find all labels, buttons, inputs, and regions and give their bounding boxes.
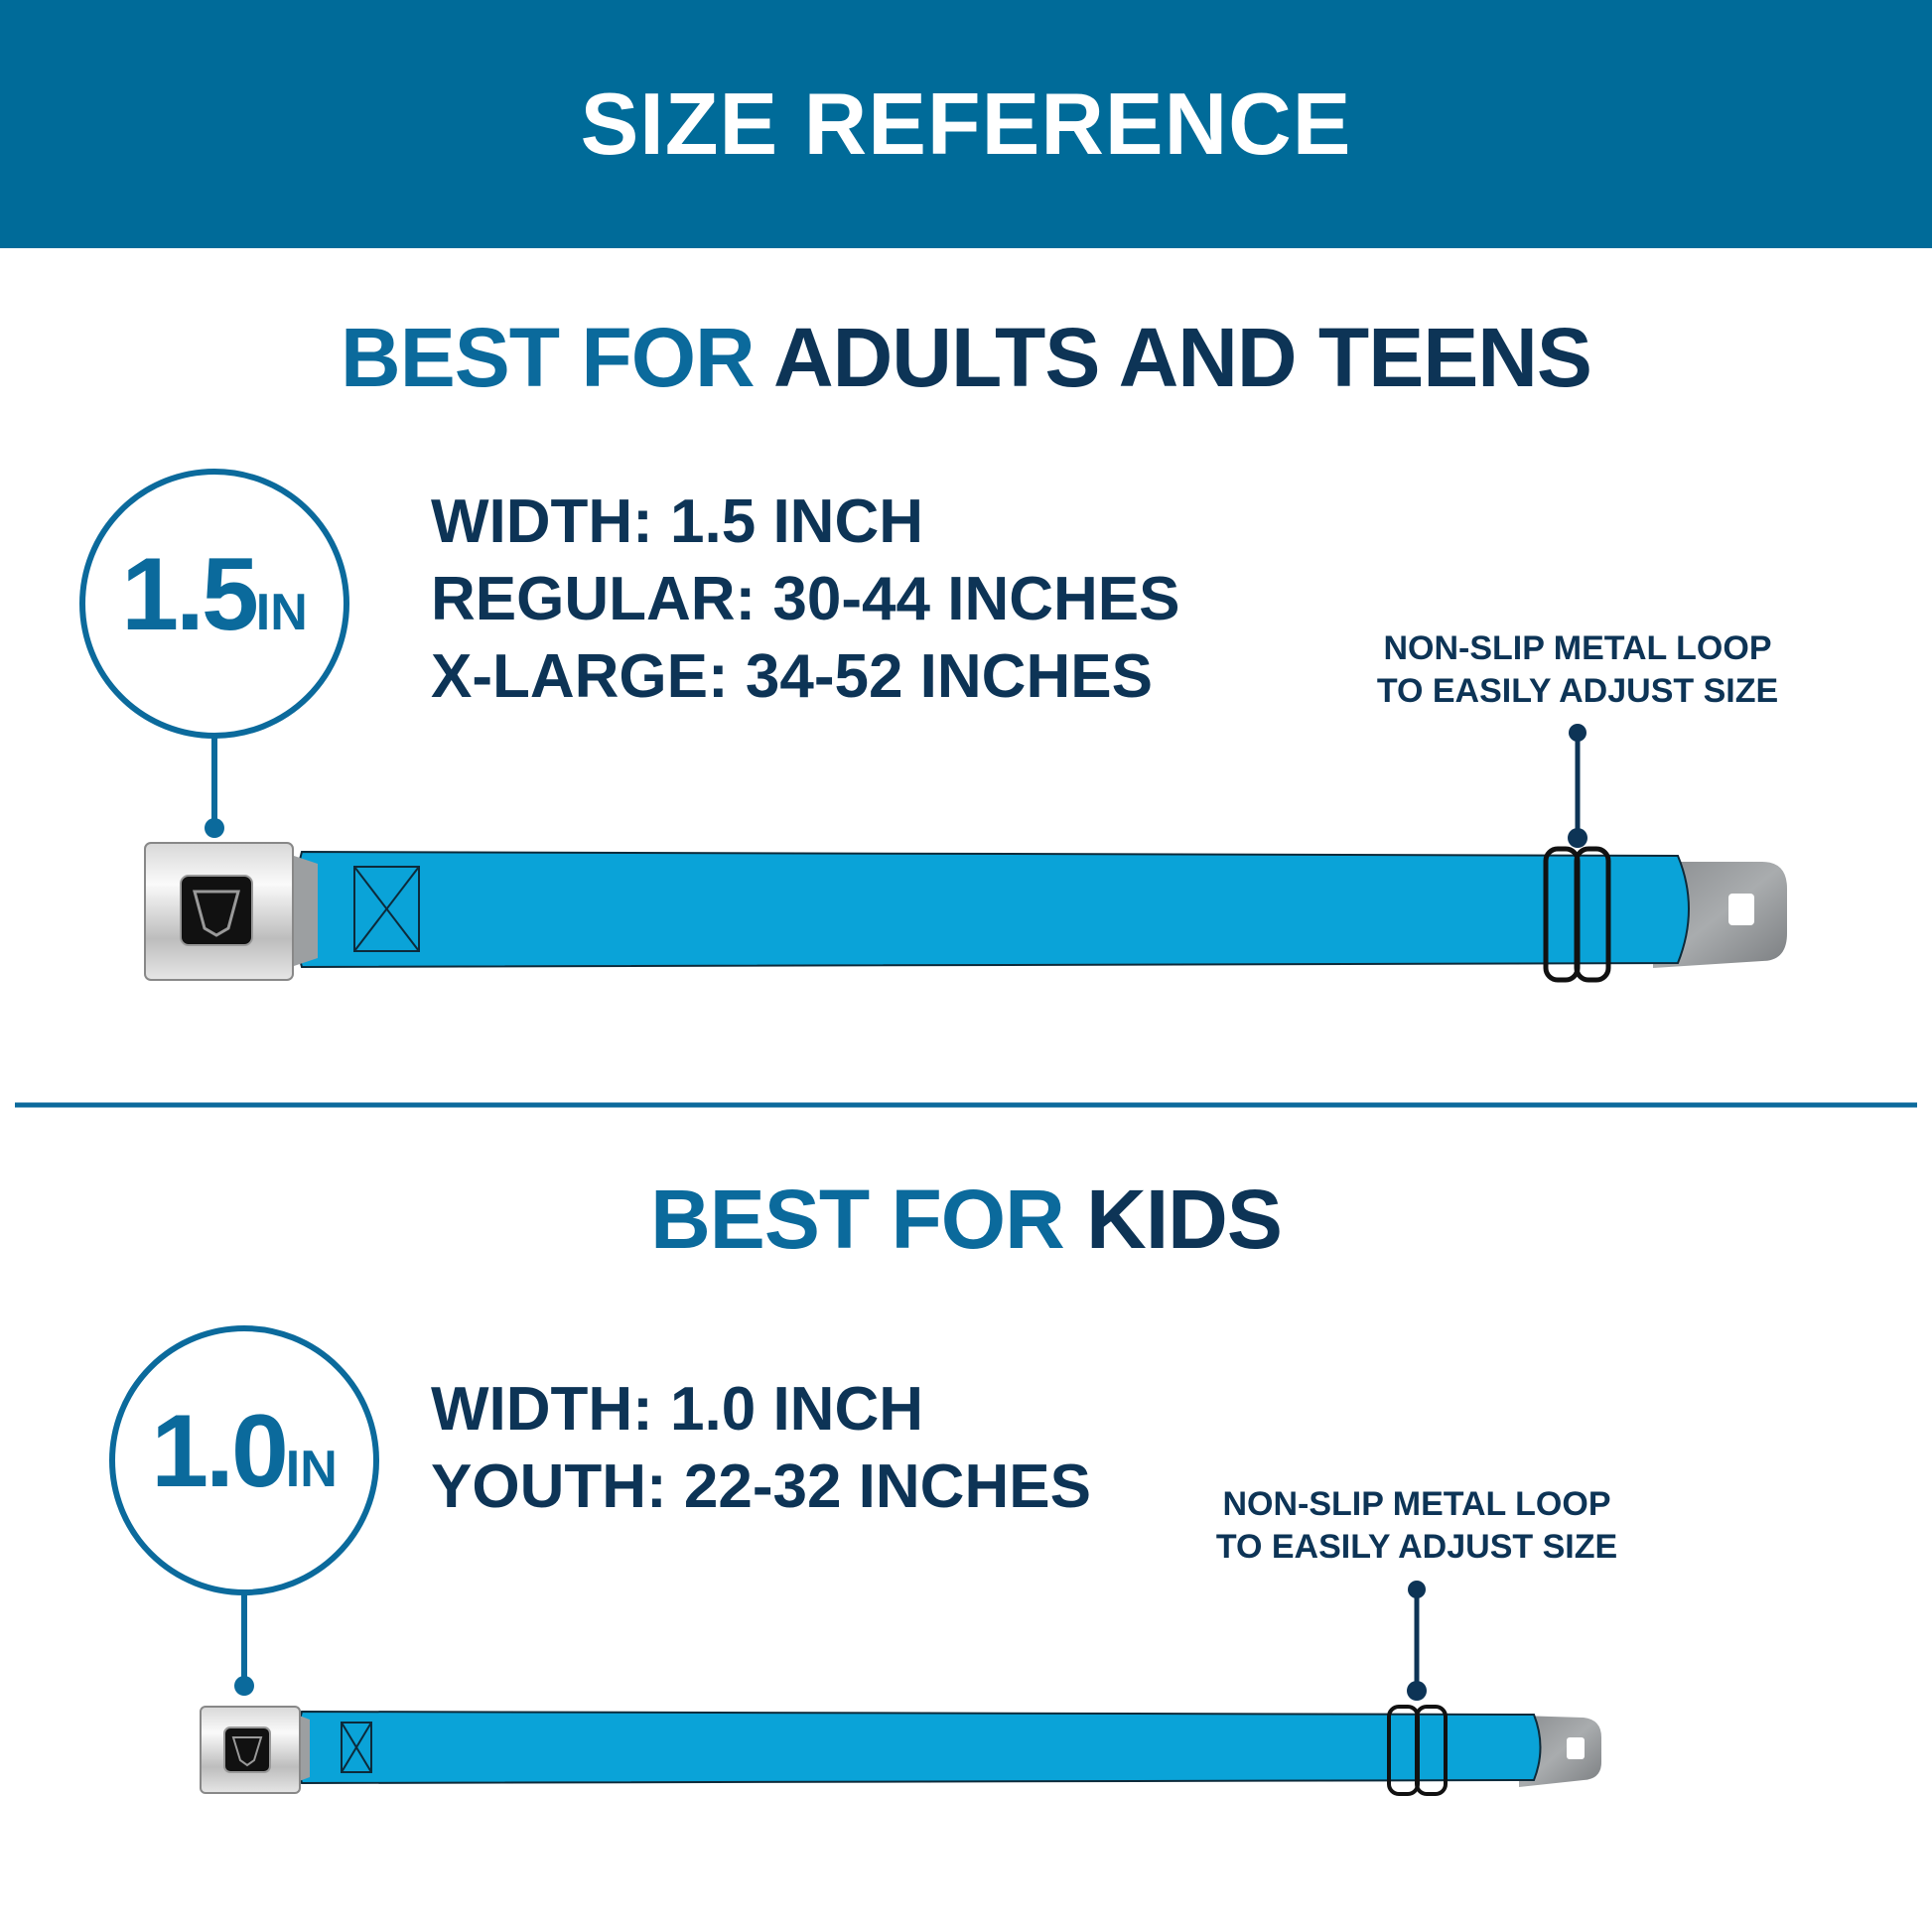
size-specs: WIDTH: 1.5 INCH REGULAR: 30-44 INCHES X-…	[431, 483, 1179, 716]
adjuster-note: NON-SLIP METAL LOOP TO EASILY ADJUST SIZ…	[1376, 629, 1779, 710]
spec-line: WIDTH: 1.5 INCH	[431, 487, 923, 556]
stitch-box	[341, 1722, 372, 1773]
badge-pointer-dot	[234, 1676, 254, 1696]
section-heading-adults: BEST FOR ADULTS AND TEENS	[341, 311, 1592, 404]
page-title: SIZE REFERENCE	[580, 74, 1352, 173]
stitch-box	[353, 866, 420, 952]
adjuster-loop	[1574, 846, 1611, 983]
size-specs: WIDTH: 1.0 INCH YOUTH: 22-32 INCHES	[431, 1371, 1091, 1526]
width-badge: 1.5 IN	[121, 537, 308, 652]
width-badge: 1.0 IN	[151, 1394, 338, 1509]
spec-line: X-LARGE: 34-52 INCHES	[431, 642, 1153, 711]
note-pointer-dot	[1568, 828, 1587, 848]
belt-adult	[144, 842, 1787, 983]
note-pointer-dot	[1407, 1681, 1427, 1701]
note-pointer-dot	[1569, 724, 1587, 742]
spec-line: YOUTH: 22-32 INCHES	[431, 1452, 1091, 1521]
note-pointer-dot	[1408, 1581, 1426, 1598]
header-banner: SIZE REFERENCE	[0, 0, 1932, 248]
buckle-logo	[223, 1726, 271, 1773]
strap	[293, 850, 1690, 969]
adjuster-note: NON-SLIP METAL LOOP TO EASILY ADJUST SIZ…	[1215, 1485, 1618, 1566]
strap	[296, 1710, 1542, 1785]
belt-kids	[200, 1705, 1601, 1796]
spec-line: WIDTH: 1.0 INCH	[431, 1375, 923, 1444]
spec-line: REGULAR: 30-44 INCHES	[431, 565, 1180, 633]
adjuster-loop	[1415, 1705, 1448, 1796]
section-heading-kids: BEST FOR KIDS	[650, 1173, 1283, 1266]
badge-pointer-dot	[205, 818, 224, 838]
